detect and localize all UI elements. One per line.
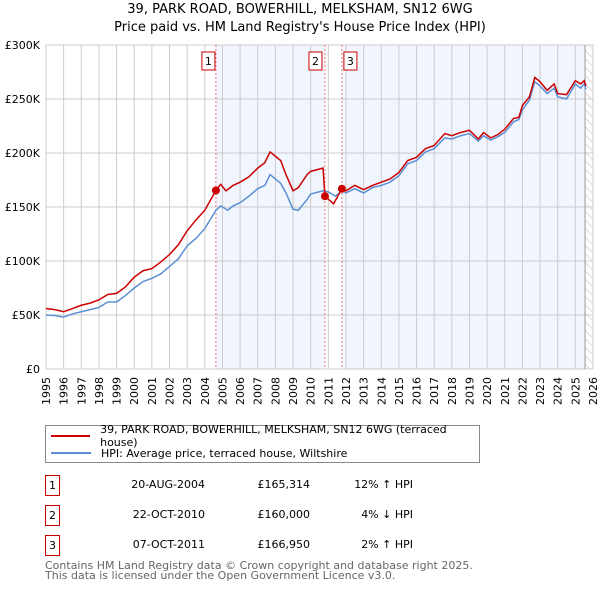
x-tick-label: 1996 — [58, 377, 71, 405]
sale-hpi: 2% ↑ HPI — [361, 538, 413, 551]
sale-hpi: 12% ↑ HPI — [354, 478, 413, 491]
x-tick-label: 2003 — [181, 377, 194, 405]
y-tick-label: £300K — [5, 39, 41, 52]
x-tick-label: 1999 — [111, 377, 124, 405]
legend: 39, PARK ROAD, BOWERHILL, MELKSHAM, SN12… — [45, 423, 480, 463]
legend-label: HPI: Average price, terraced house, Wilt… — [101, 446, 348, 460]
x-tick-label: 2022 — [516, 377, 529, 405]
x-tick-label: 2020 — [481, 377, 494, 405]
sale-date: 20-AUG-2004 — [131, 478, 205, 491]
x-tick-label: 2011 — [322, 377, 335, 405]
x-tick-label: 2002 — [164, 377, 177, 405]
y-tick-label: £250K — [5, 93, 41, 106]
x-tick-label: 2004 — [199, 377, 212, 405]
sale-price: £160,000 — [257, 508, 311, 521]
x-tick-label: 2000 — [128, 377, 141, 405]
y-tick-label: £50K — [12, 309, 41, 322]
sale-label: 2 — [312, 55, 319, 68]
x-tick-label: 2015 — [393, 377, 406, 405]
sale-label: 3 — [347, 55, 354, 68]
x-tick-label: 2016 — [411, 377, 424, 405]
legend-swatch — [51, 452, 91, 454]
chart-title: 39, PARK ROAD, BOWERHILL, MELKSHAM, SN12… — [127, 2, 473, 17]
sale-row: 3 07-OCT-2011 £166,950 2% ↑ HPI — [45, 535, 445, 556]
legend-item-hpi: HPI: Average price, terraced house, Wilt… — [51, 445, 347, 461]
sale-point — [211, 186, 220, 195]
hpi-line — [45, 80, 587, 318]
x-tick-label: 2012 — [340, 377, 353, 405]
x-tick-label: 2021 — [499, 377, 512, 405]
footer-line: This data is licensed under the Open Gov… — [45, 569, 396, 582]
sale-label-box — [343, 51, 358, 71]
x-tick-label: 2023 — [534, 377, 547, 405]
x-tick-label: 2008 — [269, 377, 282, 405]
sale-label: 1 — [205, 55, 212, 68]
footer-line: Contains HM Land Registry data © Crown c… — [45, 559, 473, 572]
x-tick-label: 2013 — [358, 377, 371, 405]
x-tick-label: 2007 — [252, 377, 265, 405]
x-tick-label: 2019 — [463, 377, 476, 405]
sale-label-box — [308, 51, 323, 71]
sale-marker-box: 1 — [45, 475, 60, 496]
y-tick-label: £100K — [5, 255, 41, 268]
x-tick-label: 2018 — [446, 377, 459, 405]
sale-marker-box: 3 — [45, 535, 60, 556]
y-tick-label: £150K — [5, 201, 41, 214]
x-tick-label: 2010 — [305, 377, 318, 405]
sale-date: 07-OCT-2011 — [132, 538, 205, 551]
x-tick-label: 2017 — [428, 377, 441, 405]
sale-row: 1 20-AUG-2004 £165,314 12% ↑ HPI — [45, 475, 445, 496]
x-tick-label: 2014 — [375, 377, 388, 405]
legend-item-property: 39, PARK ROAD, BOWERHILL, MELKSHAM, SN12… — [51, 423, 479, 449]
x-tick-label: 2024 — [552, 377, 565, 405]
x-tick-label: 2001 — [146, 377, 159, 405]
sale-hpi: 4% ↓ HPI — [361, 508, 413, 521]
sale-point — [320, 192, 329, 201]
sale-price: £165,314 — [257, 478, 311, 491]
x-tick-label: 2026 — [587, 377, 600, 405]
x-tick-label: 1997 — [75, 377, 88, 405]
legend-swatch — [51, 435, 91, 437]
legend-label: 39, PARK ROAD, BOWERHILL, MELKSHAM, SN12… — [100, 423, 447, 449]
x-tick-label: 2025 — [569, 377, 582, 405]
line-chart: 1995 1996 1997 1998 1999 2000 2001 2002 2003 2004… — [5, 39, 600, 405]
footer: Contains HM Land Registry data © Crown c… — [45, 559, 473, 582]
x-tick-label: 1995 — [40, 377, 53, 405]
x-tick-label: 2009 — [287, 377, 300, 405]
x-tick-label: 1998 — [93, 377, 106, 405]
sale-date: 22-OCT-2010 — [132, 508, 205, 521]
y-tick-label: £0 — [26, 363, 40, 376]
sale-price: £166,950 — [257, 538, 311, 551]
y-tick-label: £200K — [5, 147, 41, 160]
chart-subtitle: Price paid vs. HM Land Registry's House … — [114, 20, 486, 35]
sale-row: 2 22-OCT-2010 £160,000 4% ↓ HPI — [45, 505, 445, 526]
sale-label-box — [201, 51, 216, 71]
x-tick-label: 2006 — [234, 377, 247, 405]
sale-marker-box: 2 — [45, 505, 60, 526]
sale-point — [337, 184, 346, 193]
x-tick-label: 2005 — [216, 377, 229, 405]
